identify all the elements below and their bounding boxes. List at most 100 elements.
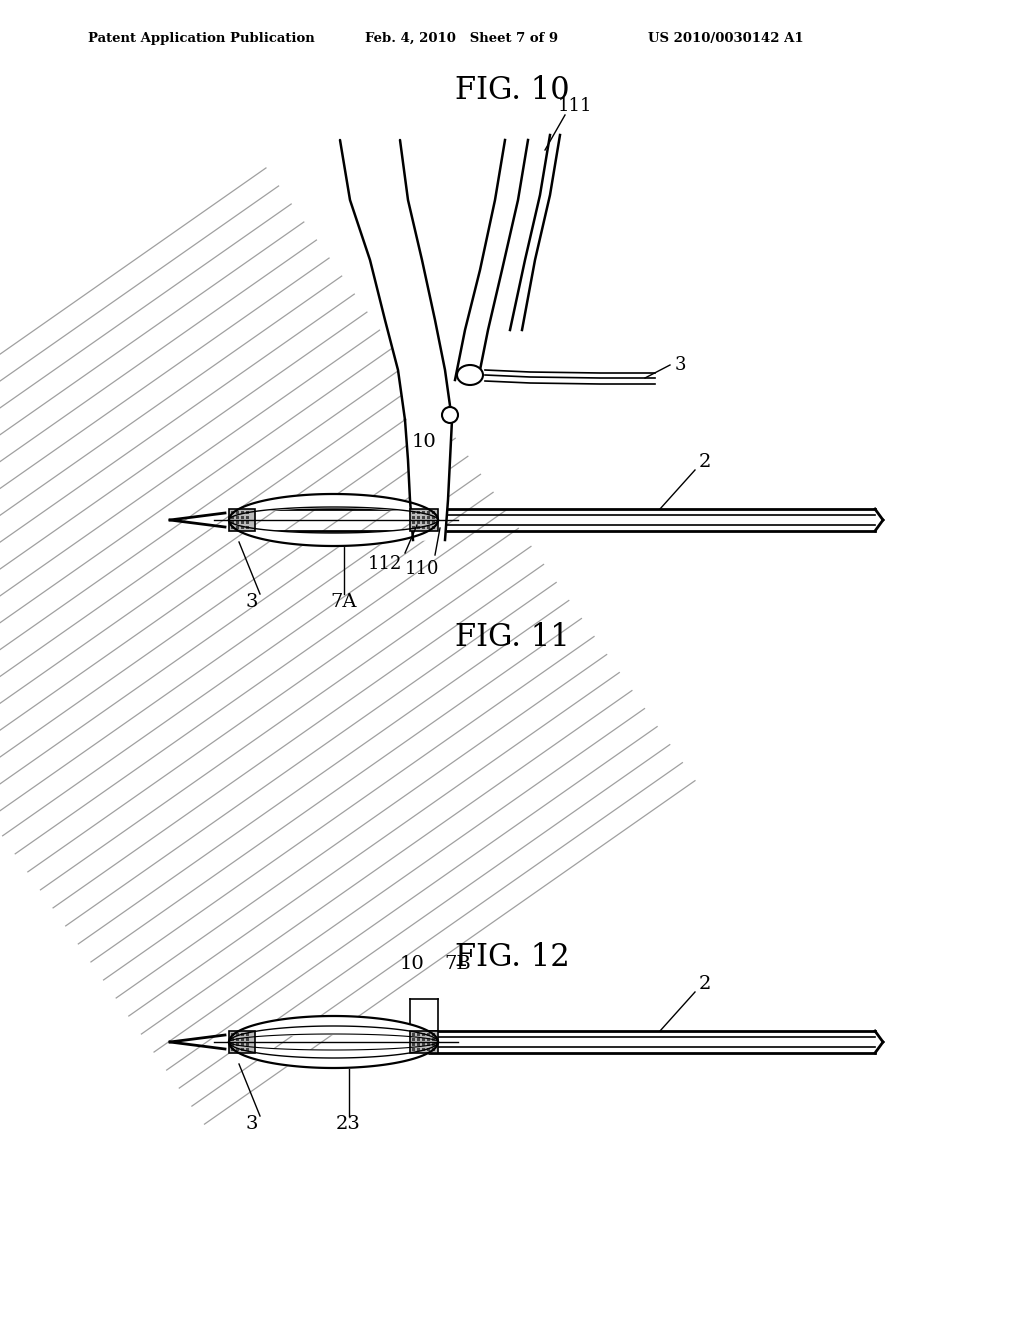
Bar	[432, 1043, 435, 1045]
Text: 2: 2	[698, 453, 712, 471]
Bar	[246, 521, 249, 524]
Bar	[236, 511, 239, 513]
Bar	[412, 521, 415, 524]
Text: FIG. 11: FIG. 11	[455, 622, 569, 653]
Bar	[427, 1043, 430, 1045]
Bar	[432, 1048, 435, 1051]
Bar	[241, 1048, 244, 1051]
Bar	[422, 511, 425, 513]
Bar	[241, 521, 244, 524]
Bar	[231, 516, 234, 519]
Bar	[246, 1043, 249, 1045]
Ellipse shape	[457, 366, 483, 385]
Bar	[412, 1038, 415, 1041]
Text: 7B: 7B	[444, 954, 471, 973]
Bar	[432, 1038, 435, 1041]
Bar	[427, 525, 430, 529]
Bar	[410, 510, 438, 531]
Bar	[412, 516, 415, 519]
Bar	[231, 525, 234, 529]
Bar	[236, 1034, 239, 1036]
Text: 10: 10	[412, 433, 436, 451]
Bar	[422, 516, 425, 519]
Bar	[422, 525, 425, 529]
Polygon shape	[340, 140, 452, 420]
Bar	[231, 1048, 234, 1051]
Text: US 2010/0030142 A1: US 2010/0030142 A1	[648, 32, 804, 45]
Text: 112: 112	[368, 554, 402, 573]
Bar	[246, 1034, 249, 1036]
Bar	[427, 1038, 430, 1041]
Bar	[229, 1031, 255, 1053]
Bar	[427, 1034, 430, 1036]
Bar	[422, 1043, 425, 1045]
Bar	[236, 516, 239, 519]
Bar	[236, 525, 239, 529]
Text: 2: 2	[698, 975, 712, 993]
Text: 23: 23	[336, 1115, 360, 1133]
Bar	[241, 516, 244, 519]
Bar	[427, 1048, 430, 1051]
Bar	[236, 1043, 239, 1045]
Polygon shape	[510, 135, 560, 330]
Bar	[417, 516, 420, 519]
Bar	[229, 510, 255, 531]
Text: 10: 10	[399, 954, 424, 973]
Bar	[410, 1031, 438, 1053]
Polygon shape	[406, 420, 452, 540]
Bar	[246, 516, 249, 519]
Bar	[246, 525, 249, 529]
Bar	[412, 1048, 415, 1051]
Circle shape	[442, 407, 458, 422]
Bar	[432, 1034, 435, 1036]
Polygon shape	[455, 140, 528, 380]
Text: Patent Application Publication: Patent Application Publication	[88, 32, 314, 45]
Bar	[427, 521, 430, 524]
Bar	[241, 1043, 244, 1045]
Bar	[432, 511, 435, 513]
Bar	[422, 1034, 425, 1036]
Bar	[422, 521, 425, 524]
Bar	[417, 525, 420, 529]
Bar	[231, 511, 234, 513]
Bar	[417, 1048, 420, 1051]
Bar	[422, 1038, 425, 1041]
Bar	[417, 1043, 420, 1045]
Bar	[236, 521, 239, 524]
Text: 7A: 7A	[331, 593, 356, 611]
Bar	[412, 1043, 415, 1045]
Bar	[412, 1034, 415, 1036]
Text: 110: 110	[404, 560, 439, 578]
Bar	[246, 1038, 249, 1041]
Bar	[432, 525, 435, 529]
Bar	[432, 521, 435, 524]
Bar	[236, 1048, 239, 1051]
Text: FIG. 12: FIG. 12	[455, 942, 569, 973]
Bar	[417, 1034, 420, 1036]
Bar	[231, 1043, 234, 1045]
Text: 111: 111	[558, 96, 592, 115]
Bar	[422, 1048, 425, 1051]
Bar	[236, 1038, 239, 1041]
Text: Feb. 4, 2010   Sheet 7 of 9: Feb. 4, 2010 Sheet 7 of 9	[365, 32, 558, 45]
Text: 3: 3	[675, 356, 686, 374]
Bar	[417, 1038, 420, 1041]
Bar	[231, 521, 234, 524]
Bar	[427, 516, 430, 519]
Bar	[241, 511, 244, 513]
Bar	[412, 525, 415, 529]
Bar	[246, 1048, 249, 1051]
Bar	[432, 516, 435, 519]
Bar	[246, 511, 249, 513]
Bar	[231, 1038, 234, 1041]
Bar	[412, 511, 415, 513]
Bar	[241, 525, 244, 529]
Bar	[241, 1034, 244, 1036]
Text: 3: 3	[246, 1115, 258, 1133]
Text: FIG. 10: FIG. 10	[455, 75, 569, 106]
Bar	[241, 1038, 244, 1041]
Bar	[231, 1034, 234, 1036]
Bar	[427, 511, 430, 513]
Bar	[417, 521, 420, 524]
Bar	[417, 511, 420, 513]
